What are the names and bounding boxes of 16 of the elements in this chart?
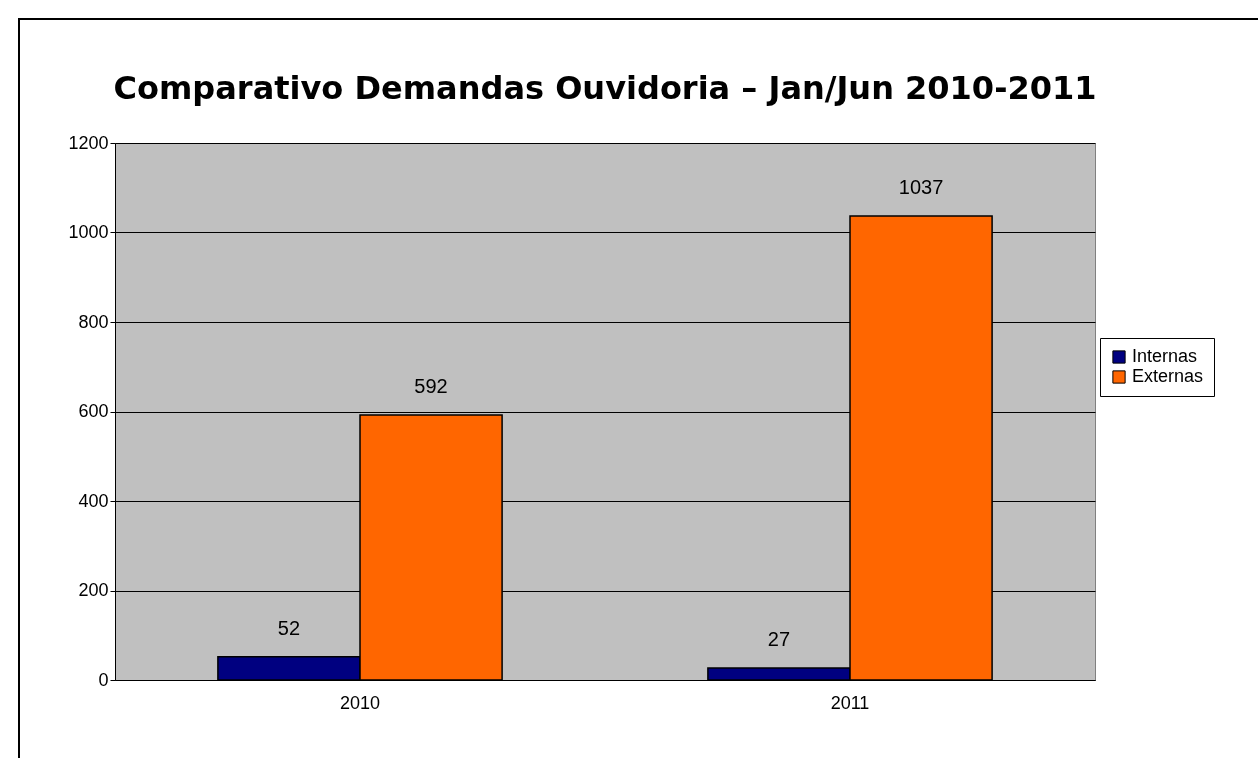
y-tick-label: 800 [78,311,109,332]
y-tick-label: 0 [98,669,109,690]
data-label: 592 [414,375,448,398]
y-tick-label: 400 [78,490,109,511]
data-label: 1037 [898,175,944,198]
chart-title: Comparativo Demandas Ouvidoria – Jan/Jun 2010-2011 [113,69,1097,107]
y-tick-label: 600 [78,401,109,421]
data-label: 52 [277,616,301,639]
y-tick-label: 1200 [68,132,109,153]
data-label: 27 [767,627,791,650]
legend-label: Externas [1132,366,1204,386]
x-tick-label: 2011 [830,692,870,713]
y-tick-label: 1000 [68,222,109,242]
legend-label: Internas [1132,346,1198,366]
y-tick-label: 200 [78,580,109,600]
x-tick-label: 2010 [339,692,381,713]
